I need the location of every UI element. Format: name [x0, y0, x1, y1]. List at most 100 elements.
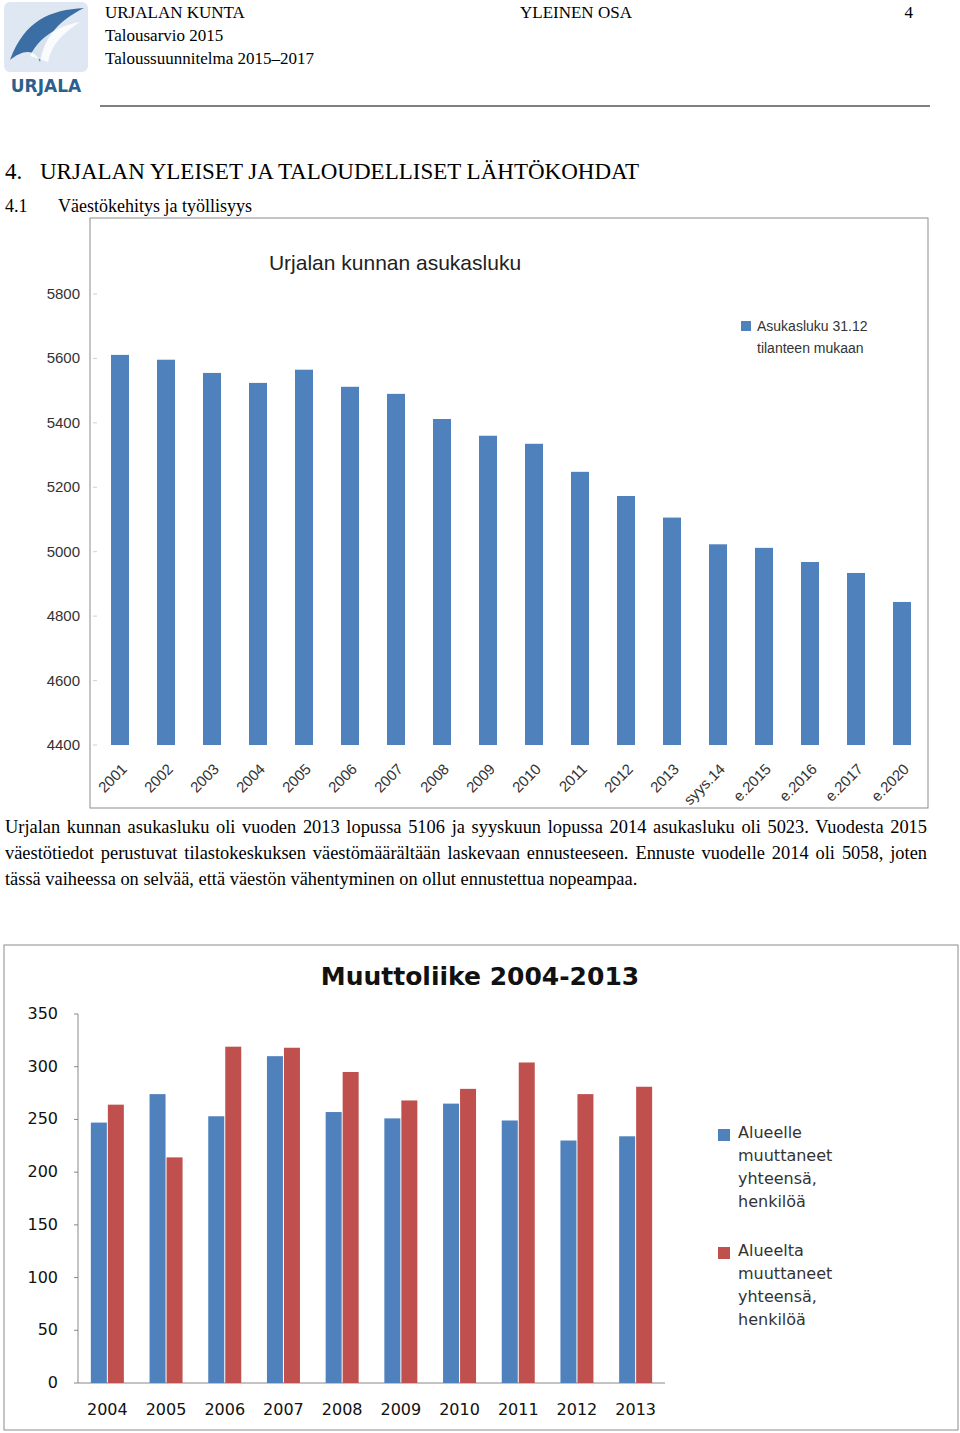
y-tick-label: 0	[48, 1373, 58, 1392]
bar	[893, 602, 911, 745]
logo-bg	[4, 2, 88, 72]
header-plan: Taloussuunnitelma 2015–2017	[105, 49, 314, 68]
x-tick-label: 2013	[647, 760, 683, 796]
bar	[326, 1112, 342, 1383]
y-tick-label: 5200	[47, 478, 80, 495]
subheading-text: Väestökehitys ja työllisyys	[58, 196, 252, 216]
chart: Muuttoliike 2004-20130501001502002503003…	[4, 945, 958, 1430]
x-tick-label: 2008	[417, 760, 453, 796]
y-tick	[93, 422, 97, 423]
x-tick-label: 2006	[204, 1400, 245, 1419]
bar	[387, 394, 405, 745]
y-tick-label: 5800	[47, 285, 80, 302]
y-tick-label: 4400	[47, 736, 80, 753]
bar	[577, 1094, 593, 1383]
heading-text: URJALAN YLEISET JA TALOUDELLISET LÄHTÖKO…	[40, 159, 639, 184]
y-tick-label: 300	[27, 1057, 58, 1076]
bar	[460, 1089, 476, 1383]
y-tick-label: 5400	[47, 414, 80, 431]
y-tick	[93, 680, 97, 681]
y-tick	[93, 358, 97, 359]
header-organization: URJALAN KUNTA	[105, 3, 246, 22]
bar	[157, 360, 175, 745]
logo-wing	[30, 22, 80, 62]
x-tick-label: 2005	[279, 760, 315, 796]
chart-frame	[90, 218, 928, 808]
bar	[167, 1157, 183, 1383]
x-tick-label: 2010	[509, 760, 545, 796]
y-tick-label: 150	[27, 1215, 58, 1234]
x-tick-label: 2012	[557, 1400, 598, 1419]
bar	[203, 373, 221, 745]
bar	[709, 544, 727, 745]
chart-title: Urjalan kunnan asukasluku	[269, 251, 521, 274]
bar	[341, 387, 359, 745]
subheading-number: 4.1	[5, 196, 28, 216]
y-tick	[93, 487, 97, 488]
bar	[801, 562, 819, 745]
bar	[295, 370, 313, 745]
bars	[111, 355, 911, 745]
y-tick	[74, 1277, 78, 1278]
header-rule	[100, 106, 930, 107]
y-tick-label: 4800	[47, 607, 80, 624]
x-tick-label: e.2016	[776, 760, 820, 804]
y-tick	[93, 551, 97, 552]
y-tick-label: 50	[38, 1320, 58, 1339]
chart-title: Muuttoliike 2004-2013	[321, 962, 639, 991]
y-tick-label: 250	[27, 1109, 58, 1128]
bar	[755, 548, 773, 745]
x-tick-label: 2007	[371, 760, 407, 796]
bar	[663, 518, 681, 745]
x-tick-label: 2007	[263, 1400, 304, 1419]
bar	[225, 1047, 241, 1383]
x-tick-label: 2004	[233, 760, 269, 796]
legend-swatch	[741, 321, 751, 331]
y-tick-label: 350	[27, 1004, 58, 1023]
bar	[208, 1116, 224, 1383]
x-tick-label: 2003	[187, 760, 223, 796]
bar	[519, 1062, 535, 1383]
x-tick-label: 2008	[322, 1400, 363, 1419]
logo-bird	[10, 8, 84, 62]
y-tick	[93, 745, 97, 746]
x-tick-label: e.2017	[822, 760, 866, 804]
logo-text: URJALA	[11, 76, 82, 96]
y-tick-label: 5000	[47, 543, 80, 560]
header-budget: Talousarvio 2015	[105, 26, 223, 45]
bar	[636, 1087, 652, 1383]
x-tick-label: 2002	[141, 760, 177, 796]
bar	[525, 444, 543, 745]
y-tick	[74, 1119, 78, 1120]
bar	[502, 1120, 518, 1383]
bar	[433, 419, 451, 745]
y-tick	[74, 1383, 78, 1384]
legend-label: Alueelle muuttaneet yhteensä, henkilöä	[738, 1121, 873, 1213]
y-axis	[78, 1014, 79, 1383]
legend-label: Asukasluku 31.12 tilanteen mukaan	[757, 315, 887, 359]
x-tick-label: e.2020	[868, 760, 912, 804]
x-tick-label: 2001	[95, 760, 131, 796]
bar	[571, 472, 589, 745]
y-tick-label: 4600	[47, 672, 80, 689]
y-tick	[74, 1330, 78, 1331]
y-tick	[74, 1014, 78, 1015]
bar	[384, 1118, 400, 1383]
bar	[617, 496, 635, 745]
bar	[249, 383, 267, 745]
x-tick-label: 2012	[601, 760, 637, 796]
bars	[91, 1047, 652, 1383]
y-tick	[74, 1224, 78, 1225]
bar	[401, 1100, 417, 1383]
heading-number: 4.	[5, 159, 22, 184]
bar	[150, 1094, 166, 1383]
bar	[91, 1123, 107, 1383]
x-axis	[78, 1383, 665, 1384]
x-tick-label: 2004	[87, 1400, 128, 1419]
body-paragraph: Urjalan kunnan asukasluku oli vuoden 201…	[5, 814, 927, 892]
bar	[479, 436, 497, 745]
page-canvas: URJALAURJALAN KUNTAYLEINEN OSA4Talousarv…	[0, 0, 960, 1433]
logo: URJALA	[4, 2, 88, 96]
chart-frame	[4, 945, 958, 1430]
header-page: 4	[905, 3, 914, 22]
